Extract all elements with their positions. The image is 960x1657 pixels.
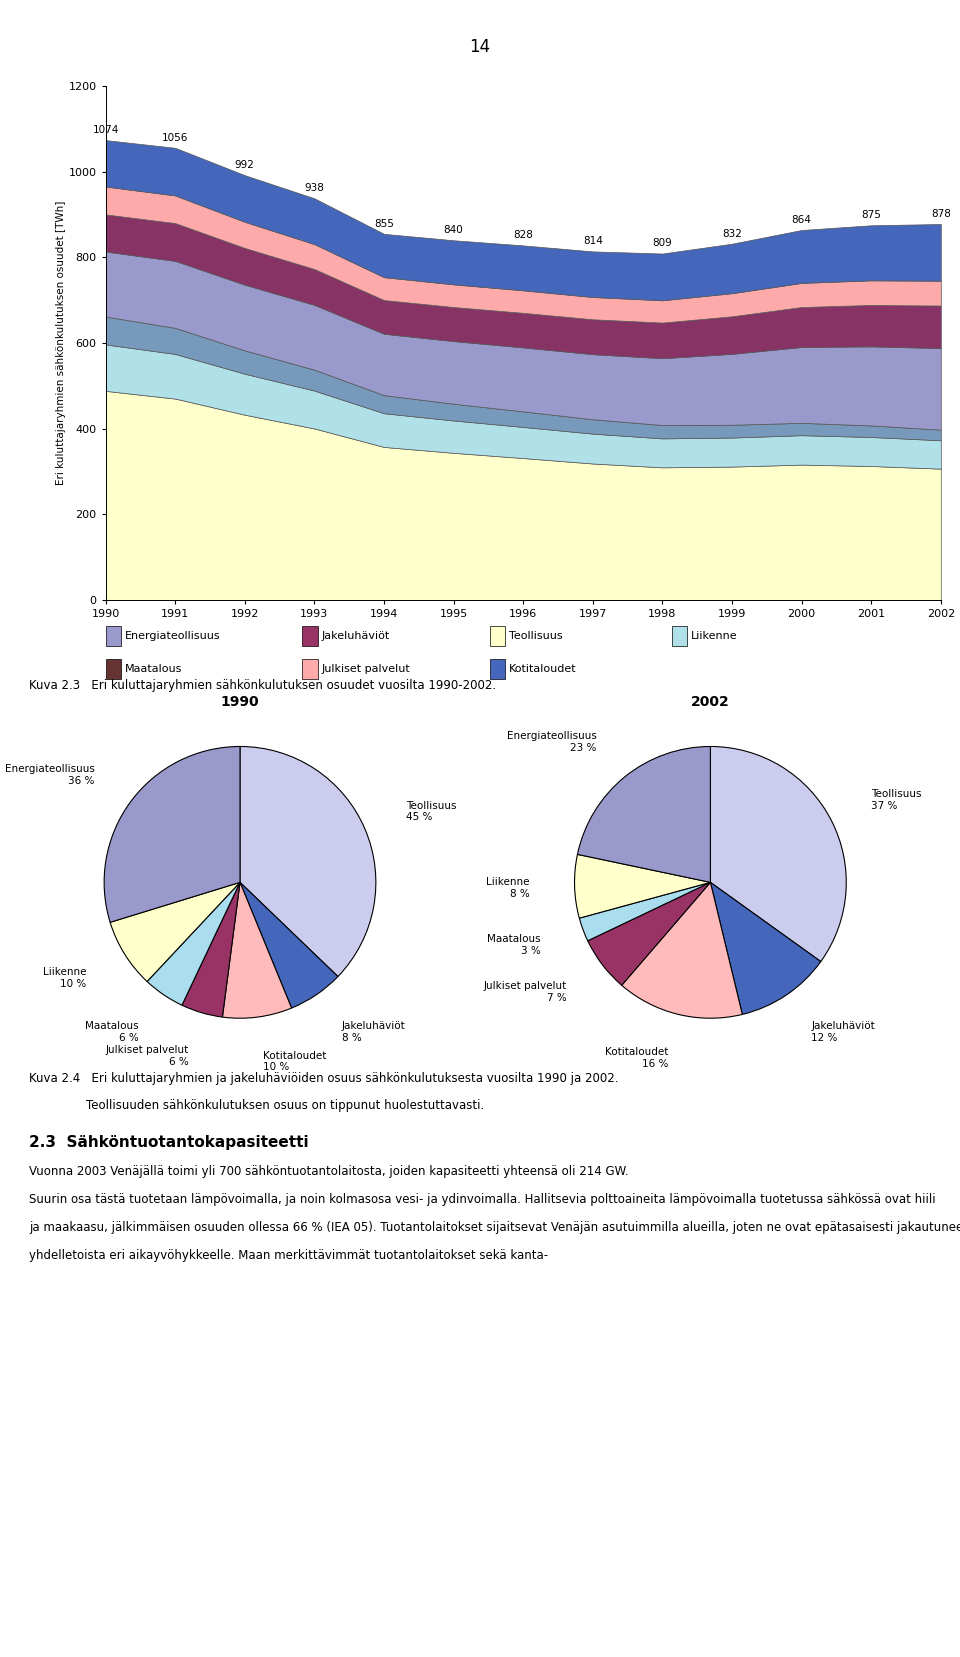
Text: Julkiset palvelut: Julkiset palvelut <box>322 664 410 674</box>
Wedge shape <box>104 746 240 923</box>
Text: Jakeluhäviöt: Jakeluhäviöt <box>322 631 390 641</box>
Text: Vuonna 2003 Venäjällä toimi yli 700 sähköntuotantolaitosta, joiden kapasiteetti : Vuonna 2003 Venäjällä toimi yli 700 sähk… <box>29 1165 629 1178</box>
Text: Kuva 2.3   Eri kuluttajaryhmien sähkönkulutuksen osuudet vuosilta 1990-2002.: Kuva 2.3 Eri kuluttajaryhmien sähkönkulu… <box>29 679 496 693</box>
Text: Julkiset palvelut
7 %: Julkiset palvelut 7 % <box>484 981 566 1002</box>
Wedge shape <box>240 746 376 976</box>
Wedge shape <box>577 746 710 882</box>
Wedge shape <box>574 855 710 918</box>
Text: 828: 828 <box>514 230 533 240</box>
Text: 840: 840 <box>444 225 464 235</box>
Text: Energiateollisuus
36 %: Energiateollisuus 36 % <box>5 764 95 785</box>
Text: Jakeluhäviöt
12 %: Jakeluhäviöt 12 % <box>811 1021 876 1042</box>
Wedge shape <box>240 882 338 1007</box>
Text: Maatalous
6 %: Maatalous 6 % <box>84 1021 138 1042</box>
Text: 855: 855 <box>374 219 394 229</box>
Text: 992: 992 <box>235 161 254 171</box>
Text: 14: 14 <box>469 38 491 56</box>
Text: Julkiset palvelut
6 %: Julkiset palvelut 6 % <box>106 1046 189 1067</box>
Text: 814: 814 <box>583 237 603 247</box>
Text: Energiateollisuus
23 %: Energiateollisuus 23 % <box>507 731 596 752</box>
Wedge shape <box>579 882 710 941</box>
Wedge shape <box>622 882 742 1017</box>
Text: Liikenne
8 %: Liikenne 8 % <box>487 877 530 898</box>
Wedge shape <box>710 882 821 1014</box>
Wedge shape <box>147 882 240 1006</box>
Text: Teollisuus
37 %: Teollisuus 37 % <box>871 789 922 810</box>
Wedge shape <box>110 882 240 981</box>
Text: Teollisuus
45 %: Teollisuus 45 % <box>406 800 457 822</box>
Text: Jakeluhäviöt
8 %: Jakeluhäviöt 8 % <box>342 1021 405 1042</box>
Text: Teollisuus: Teollisuus <box>509 631 563 641</box>
Text: 875: 875 <box>861 210 881 220</box>
Text: Maatalous
3 %: Maatalous 3 % <box>488 935 541 956</box>
Wedge shape <box>710 746 847 961</box>
Text: 864: 864 <box>792 215 811 225</box>
Text: Teollisuuden sähkönkulutuksen osuus on tippunut huolestuttavasti.: Teollisuuden sähkönkulutuksen osuus on t… <box>86 1099 485 1112</box>
Text: yhdelletoista eri aikayvöhykkeelle. Maan merkittävimmät tuotantolaitokset sekä k: yhdelletoista eri aikayvöhykkeelle. Maan… <box>29 1249 548 1263</box>
Title: 1990: 1990 <box>221 694 259 709</box>
Text: Kuva 2.4   Eri kuluttajaryhmien ja jakeluhäviöiden osuus sähkönkulutuksesta vuos: Kuva 2.4 Eri kuluttajaryhmien ja jakeluh… <box>29 1072 618 1085</box>
Text: ja maakaasu, jälkimmäisen osuuden ollessa 66 % (IEA 05). Tuotantolaitokset sijai: ja maakaasu, jälkimmäisen osuuden olless… <box>29 1221 960 1234</box>
Text: Liikenne
10 %: Liikenne 10 % <box>43 968 86 989</box>
Text: 1074: 1074 <box>92 124 119 134</box>
Title: 2002: 2002 <box>691 694 730 709</box>
Text: 1056: 1056 <box>162 133 188 143</box>
Text: Suurin osa tästä tuotetaan lämpövoimalla, ja noin kolmasosa vesi- ja ydinvoimall: Suurin osa tästä tuotetaan lämpövoimalla… <box>29 1193 935 1206</box>
Wedge shape <box>182 882 240 1017</box>
Text: Kotitaloudet: Kotitaloudet <box>509 664 576 674</box>
Text: 2.3  Sähköntuotantokapasiteetti: 2.3 Sähköntuotantokapasiteetti <box>29 1135 308 1150</box>
Text: 878: 878 <box>931 209 950 219</box>
Y-axis label: Eri kuluttajaryhmien sähkönkulutuksen osuudet [TWh]: Eri kuluttajaryhmien sähkönkulutuksen os… <box>56 200 65 486</box>
Text: 809: 809 <box>653 239 672 249</box>
Text: Energiateollisuus: Energiateollisuus <box>125 631 221 641</box>
Text: Liikenne: Liikenne <box>691 631 738 641</box>
Wedge shape <box>223 882 292 1017</box>
Text: 938: 938 <box>304 184 324 194</box>
Text: Kotitaloudet
16 %: Kotitaloudet 16 % <box>605 1047 668 1069</box>
Text: Kotitaloudet
10 %: Kotitaloudet 10 % <box>263 1051 326 1072</box>
Wedge shape <box>588 882 710 986</box>
Text: 832: 832 <box>722 229 742 239</box>
Text: Maatalous: Maatalous <box>125 664 182 674</box>
